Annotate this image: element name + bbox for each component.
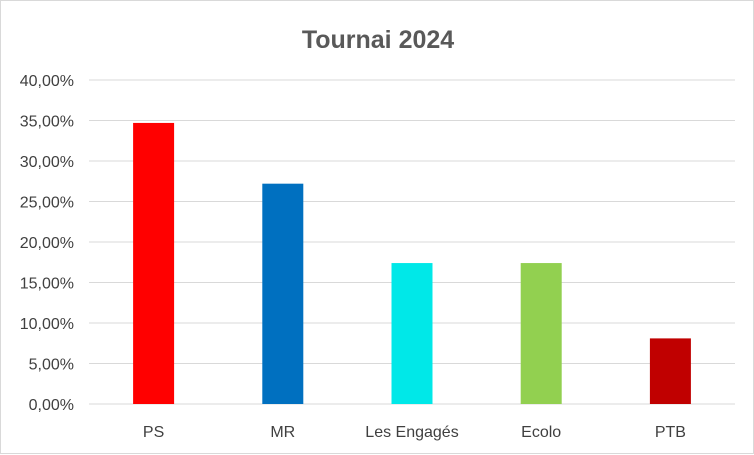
x-category-label: Les Engagés: [365, 424, 458, 441]
bar-les-engag-s: [391, 263, 433, 404]
y-tick-label: 15,00%: [20, 276, 74, 293]
bar-ps: [133, 122, 175, 405]
y-tick-label: 30,00%: [20, 154, 74, 171]
bar-ptb: [649, 338, 691, 404]
bars: [133, 122, 691, 405]
bar-ecolo: [520, 263, 562, 404]
y-tick-label: 0,00%: [29, 397, 74, 414]
y-tick-label: 20,00%: [20, 235, 74, 252]
chart-title: Tournai 2024: [302, 26, 454, 54]
y-tick-label: 35,00%: [20, 114, 74, 131]
x-category-label: PTB: [655, 424, 686, 441]
x-category-label: MR: [270, 424, 295, 441]
y-axis-ticks: 0,00% 5,00% 10,00% 15,00% 20,00% 25,00% 30,00%…: [20, 73, 74, 414]
y-tick-label: 5,00%: [29, 357, 74, 374]
x-category-label: Ecolo: [521, 424, 561, 441]
y-tick-label: 40,00%: [20, 73, 74, 90]
y-tick-label: 25,00%: [20, 195, 74, 212]
bar-mr: [262, 183, 304, 404]
x-category-label: PS: [143, 424, 164, 441]
y-tick-label: 10,00%: [20, 316, 74, 333]
gridlines: [89, 79, 735, 405]
x-axis-categories: PS MR Les Engagés Ecolo PTB: [143, 424, 686, 441]
